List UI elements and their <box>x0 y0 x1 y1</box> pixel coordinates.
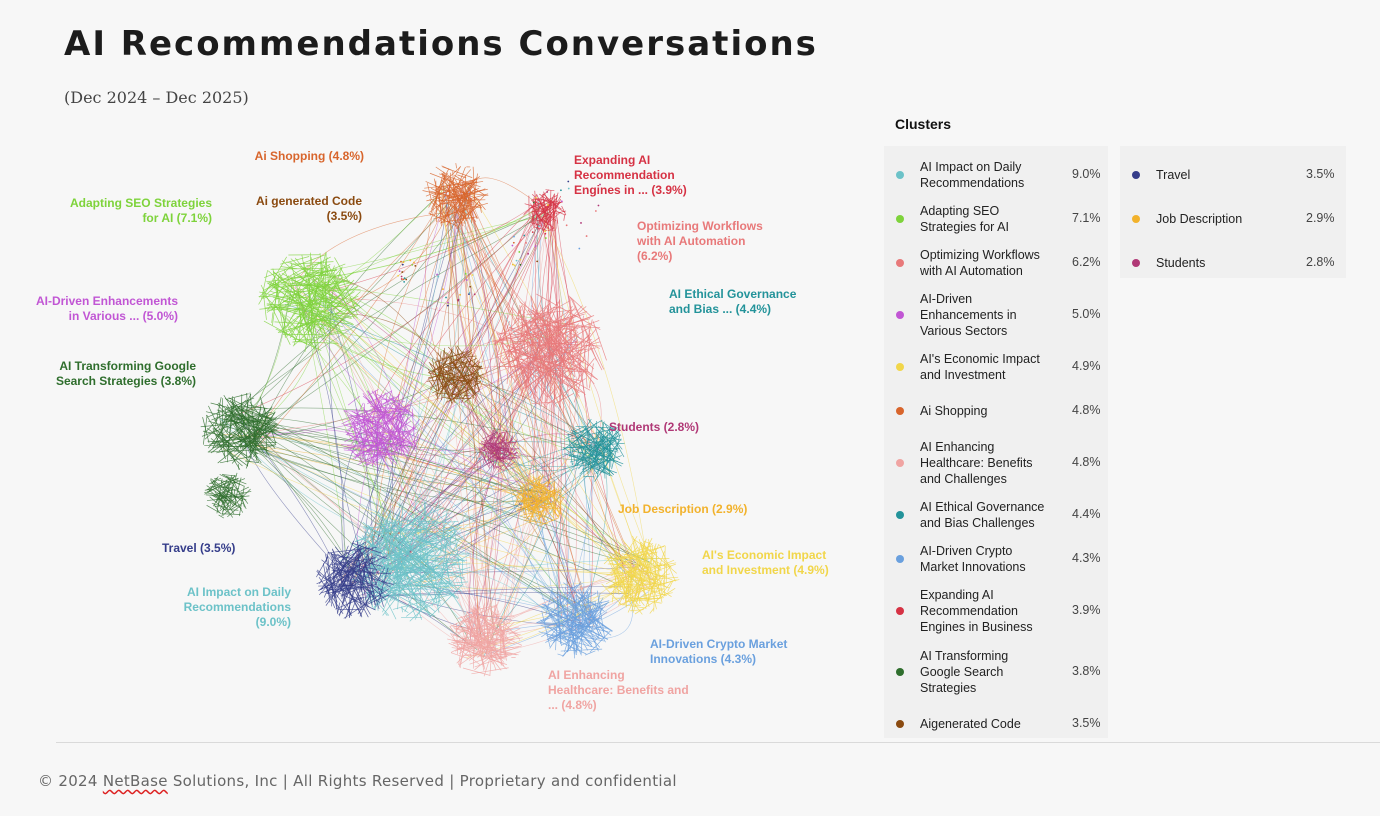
legend-color-dot <box>1132 171 1140 179</box>
label-ethical-governance: AI Ethical Governance and Bias ... (4.4%… <box>669 287 797 316</box>
legend-item-percent: 7.1% <box>1072 211 1101 225</box>
legend-column-2 <box>1120 146 1346 278</box>
legend-item-name: AI-Driven Crypto Market Innovations <box>920 544 1026 574</box>
legend-color-dot <box>1132 215 1140 223</box>
page-title: AI Recommendations Conversations <box>64 24 818 64</box>
legend-item-percent: 3.8% <box>1072 664 1101 678</box>
label-expanding-ai: Expanding AI Recommendation Engines in .… <box>574 153 687 197</box>
label-google-search: AI Transforming Google Search Strategies… <box>55 359 196 388</box>
cluster-blob <box>514 474 565 526</box>
legend-item-name: AI-Driven Enhancements in Various Sector… <box>920 292 1017 338</box>
legend-color-dot <box>896 720 904 728</box>
legend-item-percent: 9.0% <box>1072 167 1101 181</box>
legend-color-dot <box>896 607 904 615</box>
legend-item-name: Travel <box>1156 168 1191 182</box>
footer-prefix: © 2024 <box>38 772 103 790</box>
legend-color-dot <box>896 311 904 319</box>
legend-item-percent: 4.4% <box>1072 507 1101 521</box>
label-healthcare: AI Enhancing Healthcare: Benefits and ..… <box>548 668 689 712</box>
cluster-blob <box>478 429 521 472</box>
legend-item-percent: 6.2% <box>1072 255 1101 269</box>
legend-color-dot <box>1132 259 1140 267</box>
legend-item-percent: 3.5% <box>1072 716 1101 730</box>
cluster-blob <box>562 418 625 482</box>
legend-item-name: Ai Shopping <box>920 404 988 418</box>
footer-divider <box>56 742 1380 743</box>
label-economic-impact: AI's Economic Impact and Investment (4.9… <box>702 548 829 577</box>
footer-brand: NetBase <box>102 772 168 790</box>
legend-item-name: Aigenerated Code <box>920 717 1021 731</box>
legend-item-name: AI Ethical Governance and Bias Challenge… <box>920 500 1045 530</box>
footer-suffix: Solutions, Inc | All Rights Reserved | P… <box>167 772 677 790</box>
cluster-blob <box>316 540 394 619</box>
legend-item-name: Expanding AI Recommendation Engines in B… <box>920 588 1033 634</box>
legend-item-name: Job Description <box>1156 212 1243 226</box>
cluster-blob <box>350 501 471 622</box>
legend-item-name: AI Transforming Google Search Strategies <box>920 649 1009 695</box>
cluster-blob <box>447 602 523 677</box>
cluster-blob <box>493 293 607 408</box>
label-ai-enhancements: AI-Driven Enhancements in Various ... (5… <box>35 294 178 323</box>
cluster-blob <box>200 392 280 470</box>
cluster-blob <box>426 345 485 405</box>
legend-item-percent: 4.8% <box>1072 403 1101 417</box>
legend-item-percent: 3.9% <box>1072 603 1101 617</box>
legend-item-percent: 4.8% <box>1072 455 1101 469</box>
clusters-legend: Clusters AI Impact on Daily Recommendati… <box>884 108 1354 740</box>
legend-color-dot <box>896 407 904 415</box>
cluster-blob <box>340 388 421 472</box>
legend-item-name: AI's Economic Impact and Investment <box>920 352 1040 382</box>
date-range: (Dec 2024 – Dec 2025) <box>64 88 249 107</box>
label-crypto-market: AI-Driven Crypto Market Innovations (4.3… <box>650 637 788 666</box>
legend-column-1 <box>884 146 1108 738</box>
label-optimizing-workflows: Optimizing Workflows with AI Automation … <box>637 219 763 263</box>
cluster-blob <box>258 251 362 352</box>
cluster-network-graph <box>200 163 680 677</box>
legend-item-percent: 5.0% <box>1072 307 1101 321</box>
legend-color-dot <box>896 171 904 179</box>
label-travel: Travel (3.5%) <box>162 541 236 555</box>
legend-item-percent: 4.3% <box>1072 551 1101 565</box>
legend-color-dot <box>896 511 904 519</box>
legend-item-percent: 2.8% <box>1306 255 1335 269</box>
label-ai-generated-code: Ai generated Code (3.5%) <box>255 194 362 223</box>
label-ai-shopping: Ai Shopping (4.8%) <box>254 149 364 163</box>
legend-color-dot <box>896 215 904 223</box>
label-students: Students (2.8%) <box>609 420 700 434</box>
legend-item-percent: 4.9% <box>1072 359 1101 373</box>
label-job-description: Job Description (2.9%) <box>618 502 748 516</box>
legend-color-dot <box>896 668 904 676</box>
legend-heading: Clusters <box>895 116 952 132</box>
cluster-blob <box>601 535 680 615</box>
legend-item-name: AI Enhancing Healthcare: Benefits and Ch… <box>920 440 1033 486</box>
legend-color-dot <box>896 363 904 371</box>
label-adapting-seo: Adapting SEO Strategies for AI (7.1%) <box>69 196 212 225</box>
legend-color-dot <box>896 459 904 467</box>
legend-item-name: Adapting SEO Strategies for AI <box>920 204 1009 234</box>
legend-item-percent: 3.5% <box>1306 167 1335 181</box>
legend-color-dot <box>896 259 904 267</box>
cluster-blob <box>204 472 252 519</box>
cluster-blob <box>422 163 489 229</box>
scatter-marks <box>397 180 601 309</box>
legend-color-dot <box>896 555 904 563</box>
legend-item-name: AI Impact on Daily Recommendations <box>920 160 1025 190</box>
legend-item-name: Optimizing Workflows with AI Automation <box>920 248 1040 278</box>
legend-item-name: Students <box>1156 256 1206 270</box>
label-daily-recommendations: AI Impact on Daily Recommendations (9.0%… <box>183 585 291 629</box>
footer-copyright: © 2024 NetBase Solutions, Inc | All Righ… <box>38 772 677 790</box>
cluster-blob <box>536 581 613 659</box>
cluster-blob <box>523 189 567 232</box>
legend-item-percent: 2.9% <box>1306 211 1335 225</box>
network-edges <box>220 175 659 659</box>
